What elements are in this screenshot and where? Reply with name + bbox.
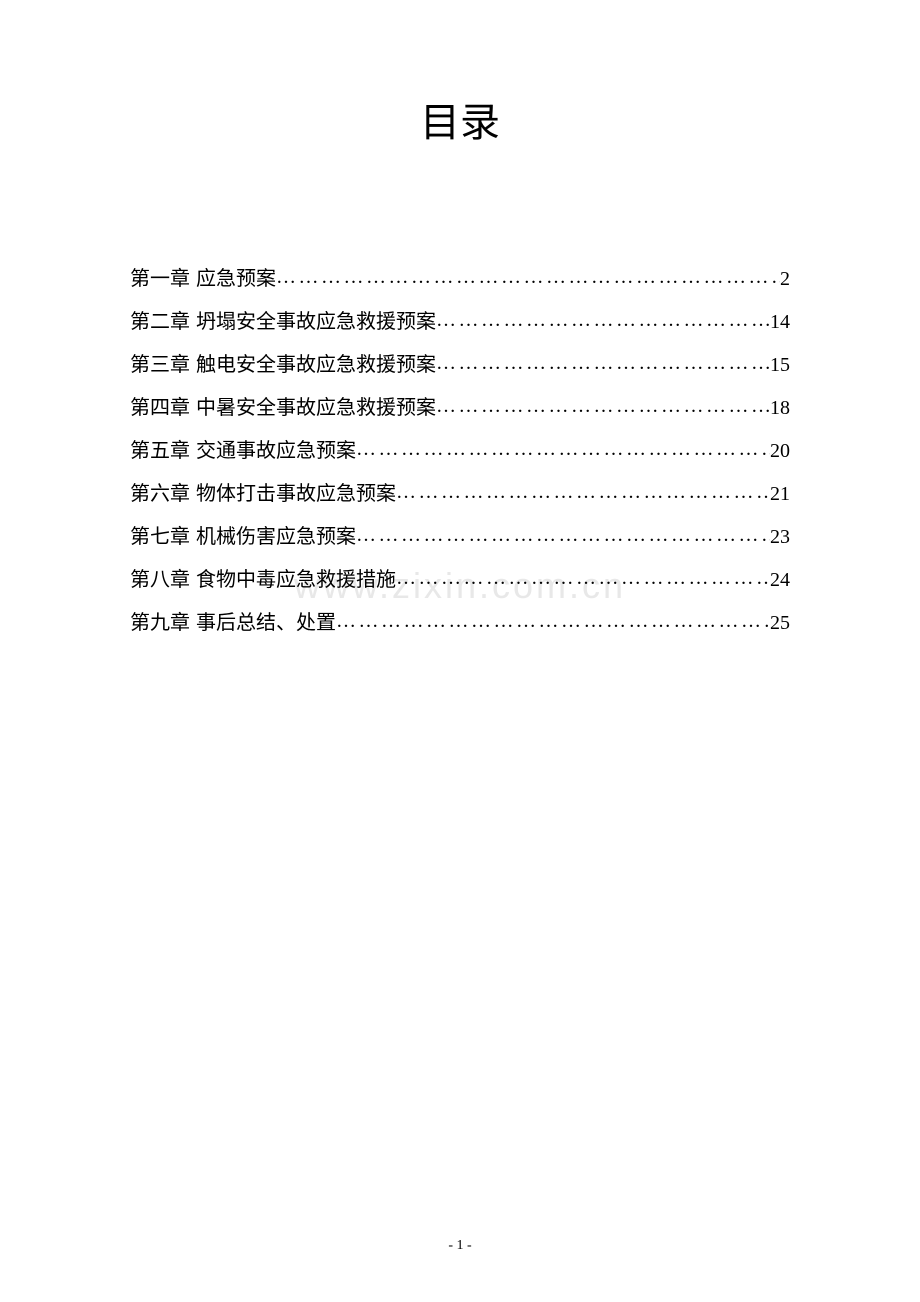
toc-leader-dots <box>356 428 770 471</box>
toc-chapter-label: 第三章 <box>130 344 190 387</box>
toc-page-number: 20 <box>770 430 790 473</box>
toc-entry-title: 应急预案 <box>196 258 276 301</box>
toc-leader-dots <box>436 299 770 342</box>
toc-entry: 第五章 交通事故应急预案 20 <box>130 430 790 473</box>
toc-entry: 第七章 机械伤害应急预案 23 <box>130 516 790 559</box>
toc-entry-title: 机械伤害应急预案 <box>196 516 356 559</box>
toc-chapter-label: 第二章 <box>130 301 190 344</box>
toc-chapter-label: 第八章 <box>130 559 190 602</box>
toc-page-number: 24 <box>770 559 790 602</box>
toc-page-number: 23 <box>770 516 790 559</box>
page-container: www.zixin.com.cn 目录 第一章 应急预案 2 第二章 坍塌安全事… <box>0 0 920 1302</box>
toc-leader-dots <box>396 557 770 600</box>
toc-entry: 第四章 中暑安全事故应急救援预案 18 <box>130 387 790 430</box>
toc-entry-title: 食物中毒应急救援措施 <box>196 559 396 602</box>
page-number-footer: - 1 - <box>448 1238 471 1254</box>
toc-entry: 第八章 食物中毒应急救援措施 24 <box>130 559 790 602</box>
toc-leader-dots <box>396 471 770 514</box>
page-title: 目录 <box>130 90 790 148</box>
toc-page-number: 25 <box>770 602 790 645</box>
toc-page-number: 14 <box>770 301 790 344</box>
toc-leader-dots <box>436 342 770 385</box>
toc-leader-dots <box>336 600 770 643</box>
toc-page-number: 18 <box>770 387 790 430</box>
toc-leader-dots <box>356 514 770 557</box>
toc-chapter-label: 第七章 <box>130 516 190 559</box>
toc-entry: 第一章 应急预案 2 <box>130 258 790 301</box>
toc-entry-title: 事后总结、处置 <box>196 602 336 645</box>
toc-chapter-label: 第九章 <box>130 602 190 645</box>
content-layer: 目录 第一章 应急预案 2 第二章 坍塌安全事故应急救援预案 14 第三章 触电… <box>130 90 790 645</box>
toc-entry-title: 物体打击事故应急预案 <box>196 473 396 516</box>
toc-entry-title: 坍塌安全事故应急救援预案 <box>196 301 436 344</box>
toc-chapter-label: 第六章 <box>130 473 190 516</box>
table-of-contents: 第一章 应急预案 2 第二章 坍塌安全事故应急救援预案 14 第三章 触电安全事… <box>130 258 790 645</box>
toc-entry-title: 中暑安全事故应急救援预案 <box>196 387 436 430</box>
toc-entry: 第九章 事后总结、处置 25 <box>130 602 790 645</box>
toc-leader-dots <box>436 385 770 428</box>
toc-page-number: 2 <box>780 258 790 301</box>
toc-entry: 第六章 物体打击事故应急预案 21 <box>130 473 790 516</box>
toc-entry: 第二章 坍塌安全事故应急救援预案 14 <box>130 301 790 344</box>
toc-entry: 第三章 触电安全事故应急救援预案 15 <box>130 344 790 387</box>
toc-chapter-label: 第一章 <box>130 258 190 301</box>
toc-page-number: 15 <box>770 344 790 387</box>
toc-entry-title: 交通事故应急预案 <box>196 430 356 473</box>
toc-leader-dots <box>276 256 780 299</box>
toc-chapter-label: 第四章 <box>130 387 190 430</box>
toc-page-number: 21 <box>770 473 790 516</box>
toc-chapter-label: 第五章 <box>130 430 190 473</box>
toc-entry-title: 触电安全事故应急救援预案 <box>196 344 436 387</box>
